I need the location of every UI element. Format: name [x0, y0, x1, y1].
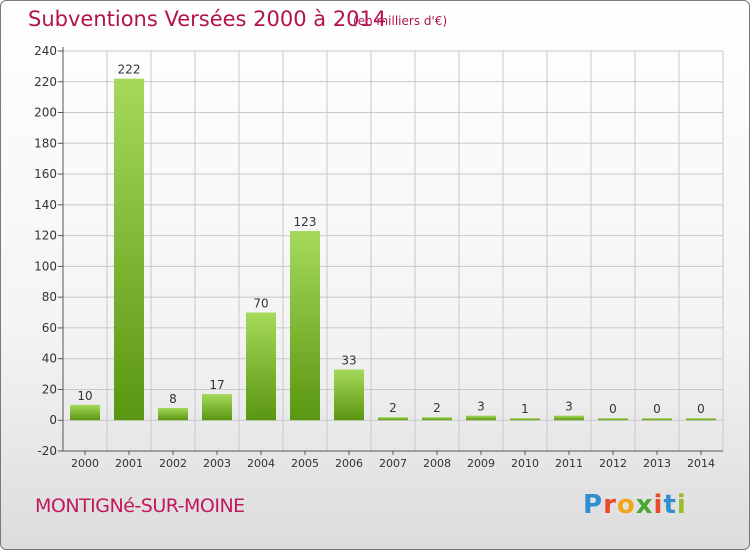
y-tick-label: 180 [34, 136, 57, 150]
x-tick-label-2004: 2004 [247, 457, 275, 470]
bar-2003 [202, 394, 232, 421]
bar-2002 [158, 407, 188, 421]
y-tick-label: 120 [34, 229, 57, 243]
bar-2004 [246, 312, 276, 421]
commune-name: MONTIGNé-SUR-MOINE [35, 495, 245, 517]
y-tick-label: 60 [42, 321, 57, 335]
y-tick-label: 40 [42, 352, 57, 366]
bar-2006 [334, 369, 364, 421]
value-label-2012: 0 [609, 402, 617, 416]
x-tick-label-2006: 2006 [335, 457, 363, 470]
proxiti-logo: Proxiti [583, 490, 687, 520]
y-tick-label: 80 [42, 290, 57, 304]
bar-2013 [642, 418, 672, 421]
value-label-2009: 3 [477, 400, 485, 414]
x-tick-label-2008: 2008 [423, 457, 451, 470]
bar-2012 [598, 418, 628, 421]
value-label-2005: 123 [294, 215, 317, 229]
value-label-2011: 3 [565, 400, 573, 414]
x-tick-label-2000: 2000 [71, 457, 99, 470]
bar-2008 [422, 417, 452, 421]
y-tick-label: 200 [34, 106, 57, 120]
x-tick-label-2003: 2003 [203, 457, 231, 470]
bar-2011 [554, 415, 584, 421]
y-tick-label: 220 [34, 75, 57, 89]
bar-2014 [686, 418, 716, 421]
x-tick-label-2005: 2005 [291, 457, 319, 470]
y-tick-label: -20 [37, 444, 57, 458]
bar-2009 [466, 415, 496, 421]
x-tick-label-2011: 2011 [555, 457, 583, 470]
y-tick-label: 0 [49, 413, 57, 427]
x-tick-label-2007: 2007 [379, 457, 407, 470]
y-tick-label: 20 [42, 382, 57, 396]
x-tick-label-2010: 2010 [511, 457, 539, 470]
x-tick-label-2002: 2002 [159, 457, 187, 470]
value-label-2006: 33 [341, 353, 356, 367]
x-tick-label-2014: 2014 [687, 457, 715, 470]
x-tick-label-2012: 2012 [599, 457, 627, 470]
y-tick-label: 240 [34, 44, 57, 58]
x-tick-label-2009: 2009 [467, 457, 495, 470]
bar-2010 [510, 418, 540, 421]
value-label-2007: 2 [389, 401, 397, 415]
value-label-2008: 2 [433, 401, 441, 415]
x-tick-label-2001: 2001 [115, 457, 143, 470]
value-label-2013: 0 [653, 402, 661, 416]
y-tick-label: 160 [34, 167, 57, 181]
chart-subtitle: (en milliers d'€) [353, 14, 448, 28]
bar-2001 [114, 78, 144, 421]
value-label-2014: 0 [697, 402, 705, 416]
value-label-2001: 222 [118, 63, 141, 77]
value-label-2000: 10 [77, 389, 92, 403]
value-label-2010: 1 [521, 402, 529, 416]
chart-title: Subventions Versées 2000 à 2014 [28, 7, 387, 31]
bar-2005 [290, 231, 320, 421]
value-label-2002: 8 [169, 392, 177, 406]
bar-2007 [378, 417, 408, 421]
bar-2000 [70, 404, 100, 421]
value-label-2004: 70 [253, 297, 268, 311]
y-tick-label: 140 [34, 198, 57, 212]
x-tick-label-2013: 2013 [643, 457, 671, 470]
y-tick-label: 100 [34, 259, 57, 273]
value-label-2003: 17 [209, 378, 224, 392]
